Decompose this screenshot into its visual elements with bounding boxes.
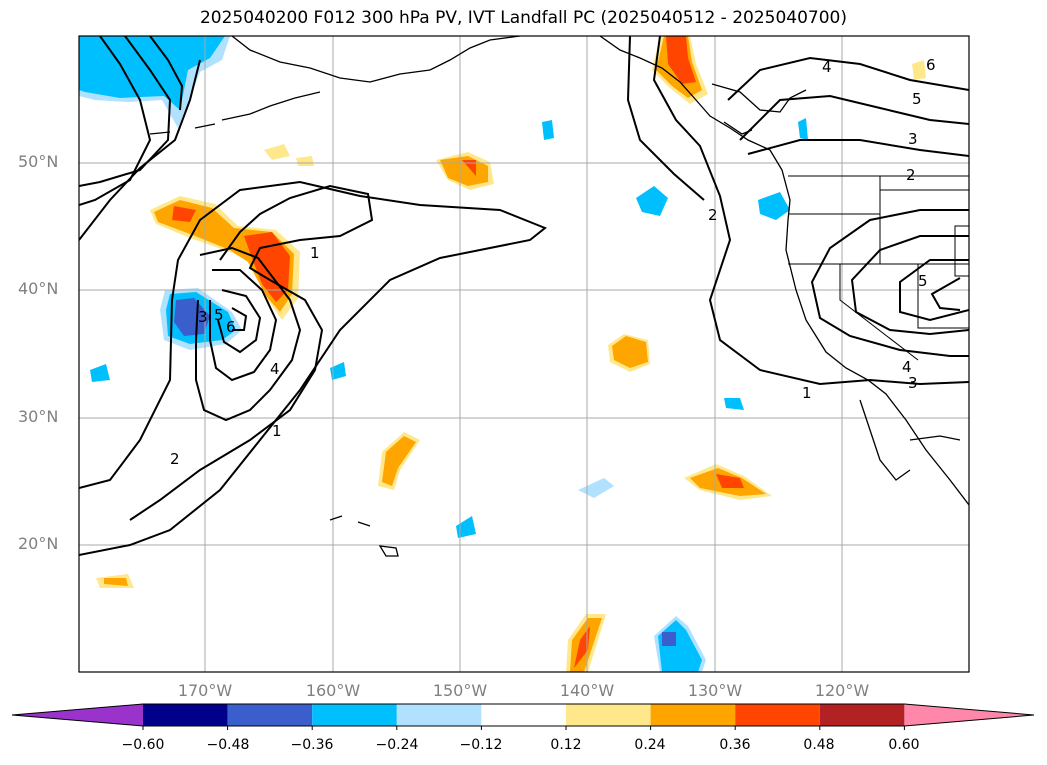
contour-label-6: 6 <box>226 318 236 336</box>
colorbar-segment <box>227 704 313 726</box>
colorbar-tick: 0.24 <box>634 737 666 753</box>
colorbar-tick: 0.12 <box>550 737 582 753</box>
lon-label-150w: 150°W <box>432 681 488 700</box>
contour-label-2: 2 <box>708 206 718 224</box>
lon-label-130w: 130°W <box>687 681 743 700</box>
lon-label-170w: 170°W <box>177 681 233 700</box>
colorbar-tick: −0.12 <box>459 737 503 753</box>
contour-label-1: 1 <box>310 244 320 262</box>
colorbar <box>11 703 1035 730</box>
colorbar-segment <box>566 704 651 726</box>
colorbar-tick: 0.36 <box>719 737 751 753</box>
lon-label-140w: 140°W <box>559 681 615 700</box>
contour-label-3: 3 <box>908 130 918 148</box>
contour-labels: 1 1 1 2 2 2 3 3 3 4 4 4 5 5 5 6 6 <box>170 56 936 468</box>
colorbar-tick: −0.60 <box>121 737 165 753</box>
map-frame <box>78 35 970 673</box>
colorbar-tick: 0.48 <box>803 737 835 753</box>
colorbar-segment <box>481 704 566 726</box>
lat-label-20n: 20°N <box>18 534 59 553</box>
contour-label-6: 6 <box>926 56 936 74</box>
colorbar-segment <box>396 704 482 726</box>
contour-label-4: 4 <box>822 58 832 76</box>
gridlines <box>79 36 969 672</box>
ivt-contours <box>79 36 969 556</box>
colorbar-segment <box>143 704 228 726</box>
map-content: 1 1 1 2 2 2 3 3 3 4 4 4 5 5 5 6 6 <box>79 36 969 672</box>
colorbar-segment <box>819 704 905 726</box>
coastlines <box>149 36 969 557</box>
lat-label-50n: 50°N <box>18 152 59 171</box>
lat-label-30n: 30°N <box>18 407 59 426</box>
contour-label-5: 5 <box>912 90 922 108</box>
colorbar-segment <box>904 704 1034 726</box>
lat-label-40n: 40°N <box>18 279 59 298</box>
contour-label-3: 3 <box>908 374 918 392</box>
colorbar-segment <box>650 704 736 726</box>
contour-label-2: 2 <box>906 166 916 184</box>
colorbar-tick: 0.60 <box>888 737 920 753</box>
contour-label-1: 1 <box>272 422 282 440</box>
contour-label-4: 4 <box>270 360 280 378</box>
colorbar-segment <box>12 704 143 726</box>
contour-label-2: 2 <box>170 450 180 468</box>
contour-label-5: 5 <box>214 306 224 324</box>
lon-label-120w: 120°W <box>814 681 870 700</box>
colorbar-segment <box>735 704 820 726</box>
contour-label-3: 3 <box>198 308 208 326</box>
contour-label-5: 5 <box>918 272 928 290</box>
colorbar-tick: −0.48 <box>206 737 250 753</box>
lon-label-160w: 160°W <box>305 681 361 700</box>
colorbar-tick: −0.36 <box>290 737 334 753</box>
colorbar-segment <box>312 704 397 726</box>
contour-label-1: 1 <box>802 384 812 402</box>
plot-title: 2025040200 F012 300 hPa PV, IVT Landfall… <box>199 8 847 28</box>
pc-shading <box>79 36 926 672</box>
colorbar-tick: −0.24 <box>375 737 419 753</box>
contour-label-4: 4 <box>902 358 912 376</box>
